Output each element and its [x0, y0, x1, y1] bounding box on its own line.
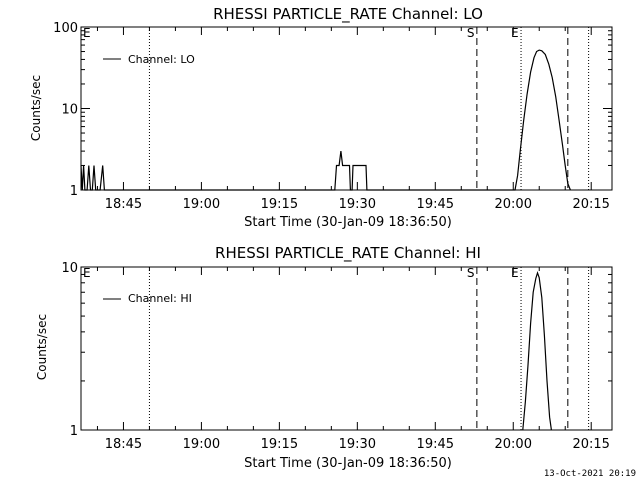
event-marker-label: E [511, 26, 519, 40]
legend-entry: Channel: HI [128, 292, 192, 305]
x-tick-label: 20:00 [495, 197, 532, 212]
y-axis-label: Counts/sec [35, 314, 49, 380]
x-tick-label: 20:15 [572, 197, 609, 212]
plot-frame [80, 266, 613, 431]
event-marker-label: E [511, 266, 519, 280]
y-tick-label: 1 [70, 184, 78, 199]
x-axis-label: Start Time (30-Jan-09 18:36:50) [244, 456, 452, 471]
x-tick-label: 20:15 [572, 437, 609, 452]
x-tick-label: 19:30 [339, 437, 376, 452]
x-tick-label: 19:30 [339, 197, 376, 212]
legend-entry: Channel: LO [128, 53, 195, 66]
event-marker-label: S [467, 26, 475, 40]
y-tick-label: 10 [61, 261, 78, 276]
series-line [522, 270, 552, 431]
x-tick-label: 20:00 [495, 437, 532, 452]
x-tick-label: 18:45 [105, 197, 142, 212]
panel-hi: RHESSI PARTICLE_RATE Channel: HI Start T… [35, 244, 613, 471]
x-tick-label: 18:45 [105, 437, 142, 452]
x-tick-label: 19:45 [417, 437, 454, 452]
x-tick-label: 19:15 [261, 437, 298, 452]
event-marker-label: E [83, 26, 91, 40]
chart-title: RHESSI PARTICLE_RATE Channel: LO [213, 5, 483, 24]
x-tick-label: 19:15 [261, 197, 298, 212]
chart-title: RHESSI PARTICLE_RATE Channel: HI [215, 244, 481, 263]
y-tick-label: 10 [61, 103, 78, 118]
y-tick-label: 100 [53, 21, 78, 36]
panel-lo: RHESSI PARTICLE_RATE Channel: LO Start T… [29, 5, 613, 230]
x-axis-label: Start Time (30-Jan-09 18:36:50) [244, 215, 452, 230]
x-tick-label: 19:45 [417, 197, 454, 212]
event-marker-label: S [467, 266, 475, 280]
x-tick-label: 19:00 [183, 197, 220, 212]
y-axis-label: Counts/sec [29, 75, 43, 141]
footer-timestamp: 13-Oct-2021 20:19 [544, 469, 636, 479]
x-tick-label: 19:00 [183, 437, 220, 452]
event-marker-label: E [83, 266, 91, 280]
y-tick-label: 1 [70, 424, 78, 439]
series-line [80, 49, 571, 191]
